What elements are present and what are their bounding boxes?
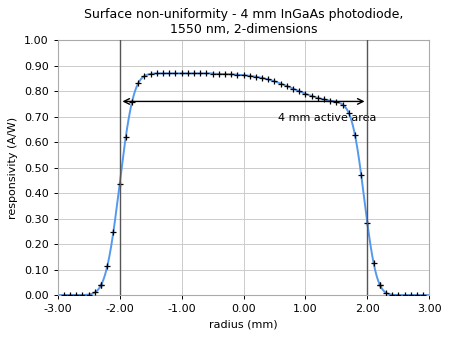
Y-axis label: responsivity (A/W): responsivity (A/W) xyxy=(9,117,18,219)
Title: Surface non-uniformity - 4 mm InGaAs photodiode,
1550 nm, 2-dimensions: Surface non-uniformity - 4 mm InGaAs pho… xyxy=(84,8,403,36)
X-axis label: radius (mm): radius (mm) xyxy=(209,320,278,330)
Text: 4 mm active area: 4 mm active area xyxy=(278,113,376,123)
